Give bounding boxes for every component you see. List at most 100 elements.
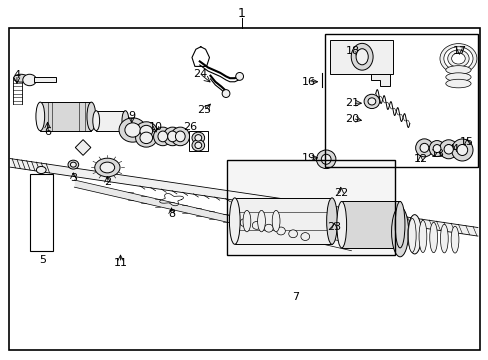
Ellipse shape [443, 144, 452, 154]
Bar [227, 160, 394, 255]
Ellipse shape [394, 202, 404, 248]
Bar [228, 161, 394, 254]
Bar [329, 40, 392, 73]
Text: 13: 13 [430, 149, 444, 159]
Text: 18: 18 [345, 46, 359, 56]
Bar [34, 77, 56, 82]
Polygon shape [370, 73, 389, 86]
Ellipse shape [415, 139, 432, 157]
Ellipse shape [195, 142, 201, 149]
Ellipse shape [432, 145, 440, 153]
Ellipse shape [439, 140, 457, 159]
Text: 11: 11 [113, 258, 127, 268]
Ellipse shape [439, 44, 476, 73]
Ellipse shape [300, 233, 309, 240]
Ellipse shape [451, 53, 464, 64]
Text: 6: 6 [44, 127, 51, 137]
Text: 21: 21 [345, 98, 359, 108]
Ellipse shape [367, 98, 375, 105]
Text: 23: 23 [327, 222, 341, 232]
Text: 5: 5 [39, 255, 46, 265]
Ellipse shape [124, 123, 140, 137]
Ellipse shape [288, 230, 297, 238]
Bar [324, 33, 477, 167]
Ellipse shape [192, 132, 204, 144]
Ellipse shape [243, 210, 250, 232]
Ellipse shape [447, 50, 468, 67]
Ellipse shape [418, 220, 426, 252]
Ellipse shape [321, 154, 330, 164]
Ellipse shape [140, 132, 152, 144]
Text: 8: 8 [168, 209, 175, 219]
Bar [40, 102, 91, 131]
Polygon shape [75, 140, 91, 156]
Text: 25: 25 [197, 105, 211, 115]
Ellipse shape [443, 47, 472, 70]
Ellipse shape [350, 43, 372, 70]
Ellipse shape [276, 227, 285, 235]
Text: 9: 9 [128, 111, 135, 121]
Ellipse shape [445, 66, 470, 74]
Text: 10: 10 [149, 122, 163, 132]
Text: 19: 19 [301, 153, 315, 163]
Ellipse shape [119, 118, 146, 142]
Ellipse shape [235, 72, 243, 80]
Ellipse shape [36, 102, 44, 131]
Ellipse shape [240, 219, 248, 226]
Text: 26: 26 [183, 122, 197, 132]
Ellipse shape [429, 222, 437, 253]
Text: 16: 16 [301, 77, 315, 87]
Ellipse shape [407, 219, 415, 252]
Text: 4: 4 [13, 69, 20, 80]
Ellipse shape [195, 135, 201, 141]
Ellipse shape [229, 198, 240, 244]
Ellipse shape [391, 207, 408, 257]
Text: 14: 14 [445, 144, 459, 154]
Ellipse shape [135, 129, 157, 147]
Text: 17: 17 [451, 46, 466, 56]
Ellipse shape [222, 90, 229, 98]
Ellipse shape [445, 79, 470, 88]
Text: 20: 20 [345, 113, 359, 123]
Ellipse shape [70, 162, 76, 167]
Ellipse shape [450, 226, 458, 253]
Ellipse shape [336, 202, 346, 248]
Text: 22: 22 [333, 188, 347, 198]
Ellipse shape [456, 144, 467, 156]
Bar [188, 131, 207, 151]
Ellipse shape [252, 221, 261, 229]
Text: 24: 24 [192, 68, 206, 78]
Ellipse shape [23, 74, 36, 86]
Ellipse shape [14, 74, 28, 82]
Ellipse shape [140, 125, 152, 137]
Ellipse shape [355, 49, 367, 65]
Text: 1: 1 [238, 8, 245, 21]
Ellipse shape [364, 94, 379, 109]
Ellipse shape [95, 158, 120, 177]
Ellipse shape [68, 160, 79, 169]
Ellipse shape [316, 150, 335, 168]
Ellipse shape [326, 198, 337, 244]
Ellipse shape [171, 127, 189, 146]
Ellipse shape [153, 127, 172, 146]
Bar [96, 111, 125, 131]
Ellipse shape [167, 131, 177, 142]
Bar [30, 174, 53, 251]
Ellipse shape [122, 111, 128, 131]
Ellipse shape [407, 215, 421, 254]
Ellipse shape [257, 210, 265, 232]
Text: 3: 3 [70, 173, 77, 183]
Ellipse shape [264, 224, 273, 232]
Ellipse shape [100, 162, 115, 173]
Ellipse shape [419, 143, 428, 152]
Bar [234, 198, 331, 244]
Ellipse shape [445, 73, 470, 81]
Text: 12: 12 [413, 154, 427, 164]
Ellipse shape [175, 131, 185, 142]
Ellipse shape [87, 102, 96, 131]
Text: 15: 15 [459, 138, 473, 148]
Text: 7: 7 [291, 292, 299, 302]
Ellipse shape [93, 111, 100, 131]
Ellipse shape [163, 127, 182, 146]
Ellipse shape [135, 122, 157, 140]
